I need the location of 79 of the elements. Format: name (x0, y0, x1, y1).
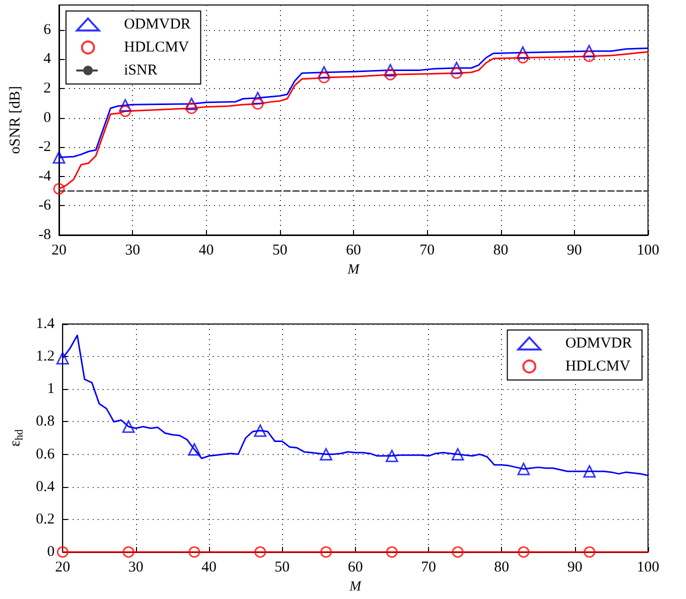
point (384, 68, 396, 80)
x-tick-label: 50 (272, 242, 288, 258)
point (320, 448, 332, 461)
point (584, 546, 596, 558)
point (452, 546, 464, 558)
y-tick-label: 1.2 (36, 348, 55, 365)
x-tick-label: 20 (55, 560, 70, 576)
point (583, 50, 595, 62)
point (188, 546, 200, 558)
point (56, 352, 69, 364)
y-tick-label: 4 (44, 51, 52, 68)
legend-label: ODMVDR (124, 16, 191, 32)
point (186, 102, 198, 114)
x-axis-title: M (346, 262, 361, 278)
x-tick-label: 80 (494, 560, 510, 576)
x-tick-label: 100 (636, 560, 660, 576)
x-tick-label: 20 (52, 242, 66, 258)
x-tick-label: 80 (493, 242, 508, 258)
point (52, 151, 66, 164)
y-tick-label: -2 (38, 139, 51, 156)
y-tick-label: 0.6 (36, 446, 56, 462)
x-tick-label: 60 (346, 242, 361, 258)
y-tick-label: 1.4 (36, 316, 56, 332)
point (384, 64, 397, 76)
x-tick-label: 40 (201, 560, 216, 576)
point (185, 98, 198, 110)
x-axis-title: M (348, 579, 362, 594)
x-tick-label: 90 (566, 242, 582, 258)
point (56, 546, 68, 558)
point (122, 420, 135, 433)
legend-label: HDLCMV (565, 358, 630, 374)
legend-label: HDLCMV (124, 40, 190, 56)
point (517, 462, 530, 476)
point (320, 546, 332, 558)
y-tick-label: 6 (44, 22, 52, 38)
x-tick-label: 100 (636, 242, 660, 258)
legend-label: iSNR (124, 62, 158, 78)
x-tick-label: 60 (348, 560, 363, 576)
point (254, 546, 266, 558)
x-tick-label: 70 (420, 242, 435, 258)
y-tick-label: -6 (38, 198, 52, 214)
y-tick-label: 0.2 (36, 511, 55, 528)
point (122, 546, 134, 558)
y-tick-label: 2 (44, 80, 51, 97)
point (188, 443, 201, 456)
legend-label: ODMVDR (565, 336, 632, 352)
y-tick-label: 0.8 (36, 414, 55, 430)
point (582, 44, 596, 58)
y-tick-label: -4 (38, 168, 52, 184)
y-tick-label: 0 (47, 544, 55, 560)
point (252, 92, 264, 104)
y-tick-label: 0 (44, 110, 51, 126)
point (318, 66, 330, 79)
x-tick-label: 30 (125, 242, 140, 258)
y-axis-title: εhd (8, 428, 26, 447)
point (386, 546, 398, 558)
x-tick-label: 30 (128, 560, 144, 576)
point (450, 62, 463, 74)
point (518, 546, 530, 558)
point (450, 67, 462, 79)
point (120, 105, 132, 117)
x-tick-label: 40 (198, 242, 214, 258)
point (386, 450, 398, 462)
y-tick-label: -8 (38, 227, 51, 243)
point (516, 46, 530, 59)
point (53, 183, 65, 195)
y-tick-label: 1 (47, 381, 55, 398)
point (452, 448, 464, 461)
point (583, 465, 596, 478)
y-axis-title: oSNR [dB] (8, 86, 24, 154)
y-tick-label: 0.4 (36, 478, 56, 495)
point (318, 72, 330, 84)
point (517, 52, 529, 64)
x-tick-label: 90 (567, 560, 582, 576)
x-tick-label: 70 (420, 560, 436, 576)
point (254, 424, 266, 437)
x-tick-label: 50 (274, 560, 290, 576)
point (252, 98, 264, 110)
point (119, 99, 132, 112)
